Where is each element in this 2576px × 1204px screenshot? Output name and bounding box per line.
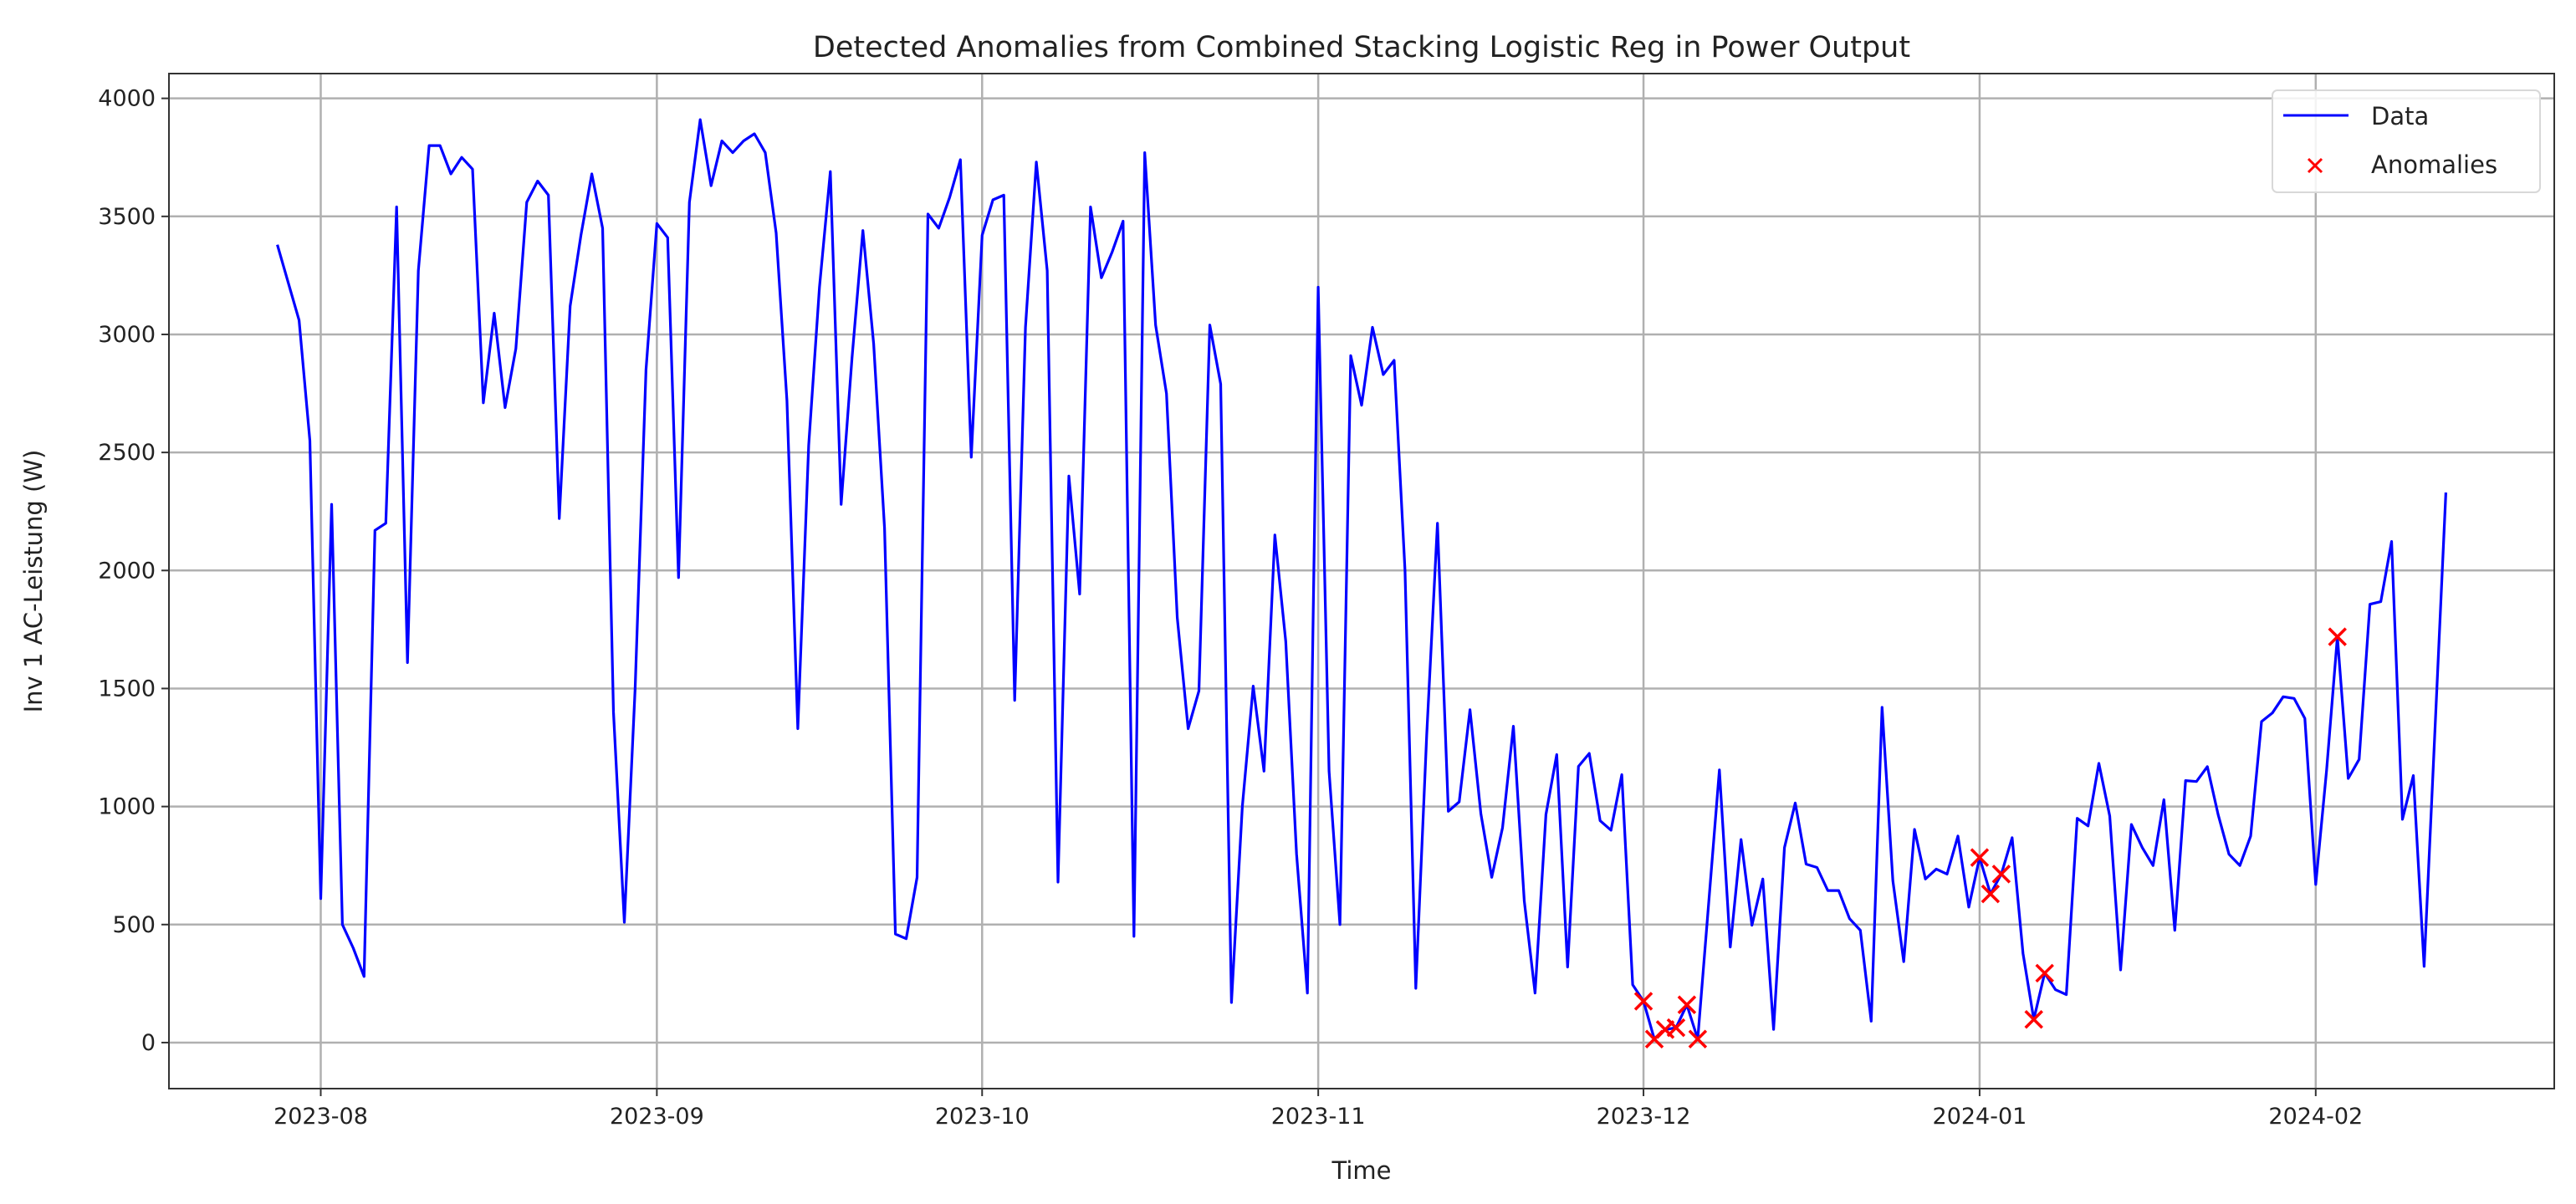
anomaly-marker [1981, 884, 2001, 904]
y-tick-label: 3500 [98, 204, 156, 230]
anomaly-marker [1633, 992, 1653, 1011]
grid [169, 74, 2554, 1089]
y-tick-label: 2000 [98, 558, 156, 584]
axes-frame [168, 73, 2555, 1089]
anomaly-marker [2328, 627, 2347, 646]
x-tick-label: 2023-10 [935, 1104, 1030, 1130]
y-axis-label: Inv 1 AC-Leistung (W) [19, 450, 48, 713]
legend-label-data: Data [2371, 102, 2429, 130]
anomaly-marker [1991, 865, 2011, 884]
y-tick-label: 1500 [98, 676, 156, 701]
y-axis-ticks: 0 500 1000 1500 2000 2500 3000 3500 4000 [98, 86, 169, 1056]
x-tick-label: 2023-08 [273, 1104, 368, 1130]
x-axis-ticks: 2023-08 2023-09 2023-10 2023-11 2023-12 2024-… [273, 1089, 2363, 1130]
x-tick-label: 2024-01 [1933, 1104, 2027, 1130]
x-axis-label: Time [1331, 1156, 1392, 1185]
anomaly-marker [1688, 1029, 1708, 1048]
y-tick-label: 4000 [98, 86, 156, 112]
legend-x-marker-icon [2307, 157, 2323, 174]
y-tick-label: 2500 [98, 440, 156, 466]
chart-title: Detected Anomalies from Combined Stackin… [813, 31, 1910, 64]
legend: Data Anomalies [2272, 89, 2541, 193]
y-tick-label: 0 [141, 1030, 156, 1056]
x-tick-label: 2024-02 [2268, 1104, 2363, 1130]
y-tick-label: 3000 [98, 322, 156, 348]
anomaly-marker [1970, 848, 1990, 867]
plot-area [276, 118, 2447, 1048]
legend-label-anomalies: Anomalies [2371, 150, 2497, 179]
anomaly-marker [2024, 1010, 2043, 1029]
anomaly-marker [2035, 963, 2054, 983]
data-series-line [276, 118, 2447, 1041]
y-tick-label: 500 [112, 912, 156, 938]
anomaly-marker [1677, 995, 1697, 1015]
x-tick-label: 2023-11 [1271, 1104, 1366, 1130]
x-tick-label: 2023-12 [1597, 1104, 1691, 1130]
x-tick-label: 2023-09 [610, 1104, 704, 1130]
anomaly-marker [1666, 1018, 1686, 1038]
y-tick-label: 1000 [98, 794, 156, 820]
